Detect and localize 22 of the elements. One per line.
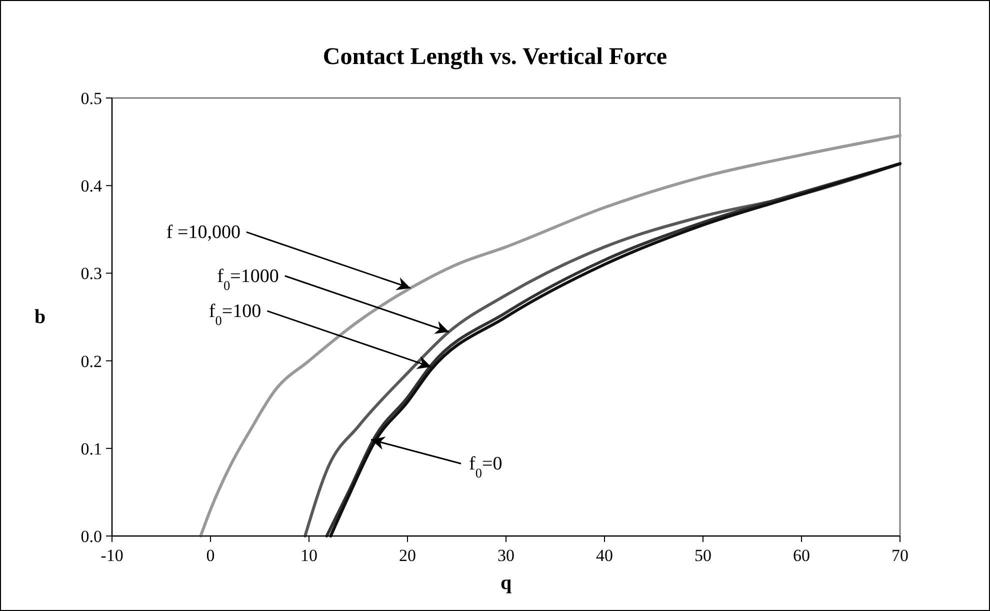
annotation: f$_{0}$=1000 <box>217 266 279 292</box>
x-tick-label: 30 <box>498 546 514 565</box>
y-tick-label: 0.5 <box>80 89 102 108</box>
annotation: f =10,000 <box>166 222 240 244</box>
y-axis-title: b <box>34 306 46 328</box>
x-tick-label: 40 <box>596 546 613 565</box>
x-tick-label: 20 <box>399 546 416 565</box>
x-axis-title: q <box>500 572 512 594</box>
y-tick-label: 0.0 <box>80 527 102 546</box>
annotation: f$_{0}$=0 <box>469 454 502 480</box>
y-tick-label: 0.2 <box>80 352 102 371</box>
x-tick-label: -10 <box>100 546 124 565</box>
annotation: f$_{0}$=100 <box>208 300 262 328</box>
y-tick-label: 0.1 <box>80 439 102 458</box>
y-tick-label: 0.3 <box>80 264 102 284</box>
x-tick-label: 70 <box>892 546 908 565</box>
x-tick-label: 10 <box>300 546 318 565</box>
chart-title: Contact Length vs. Vertical Force <box>322 44 668 70</box>
x-tick-label: 50 <box>694 546 712 565</box>
y-tick-label: 0.4 <box>80 176 102 196</box>
x-tick-label: 60 <box>793 546 810 565</box>
x-tick-label: 0 <box>206 546 215 565</box>
